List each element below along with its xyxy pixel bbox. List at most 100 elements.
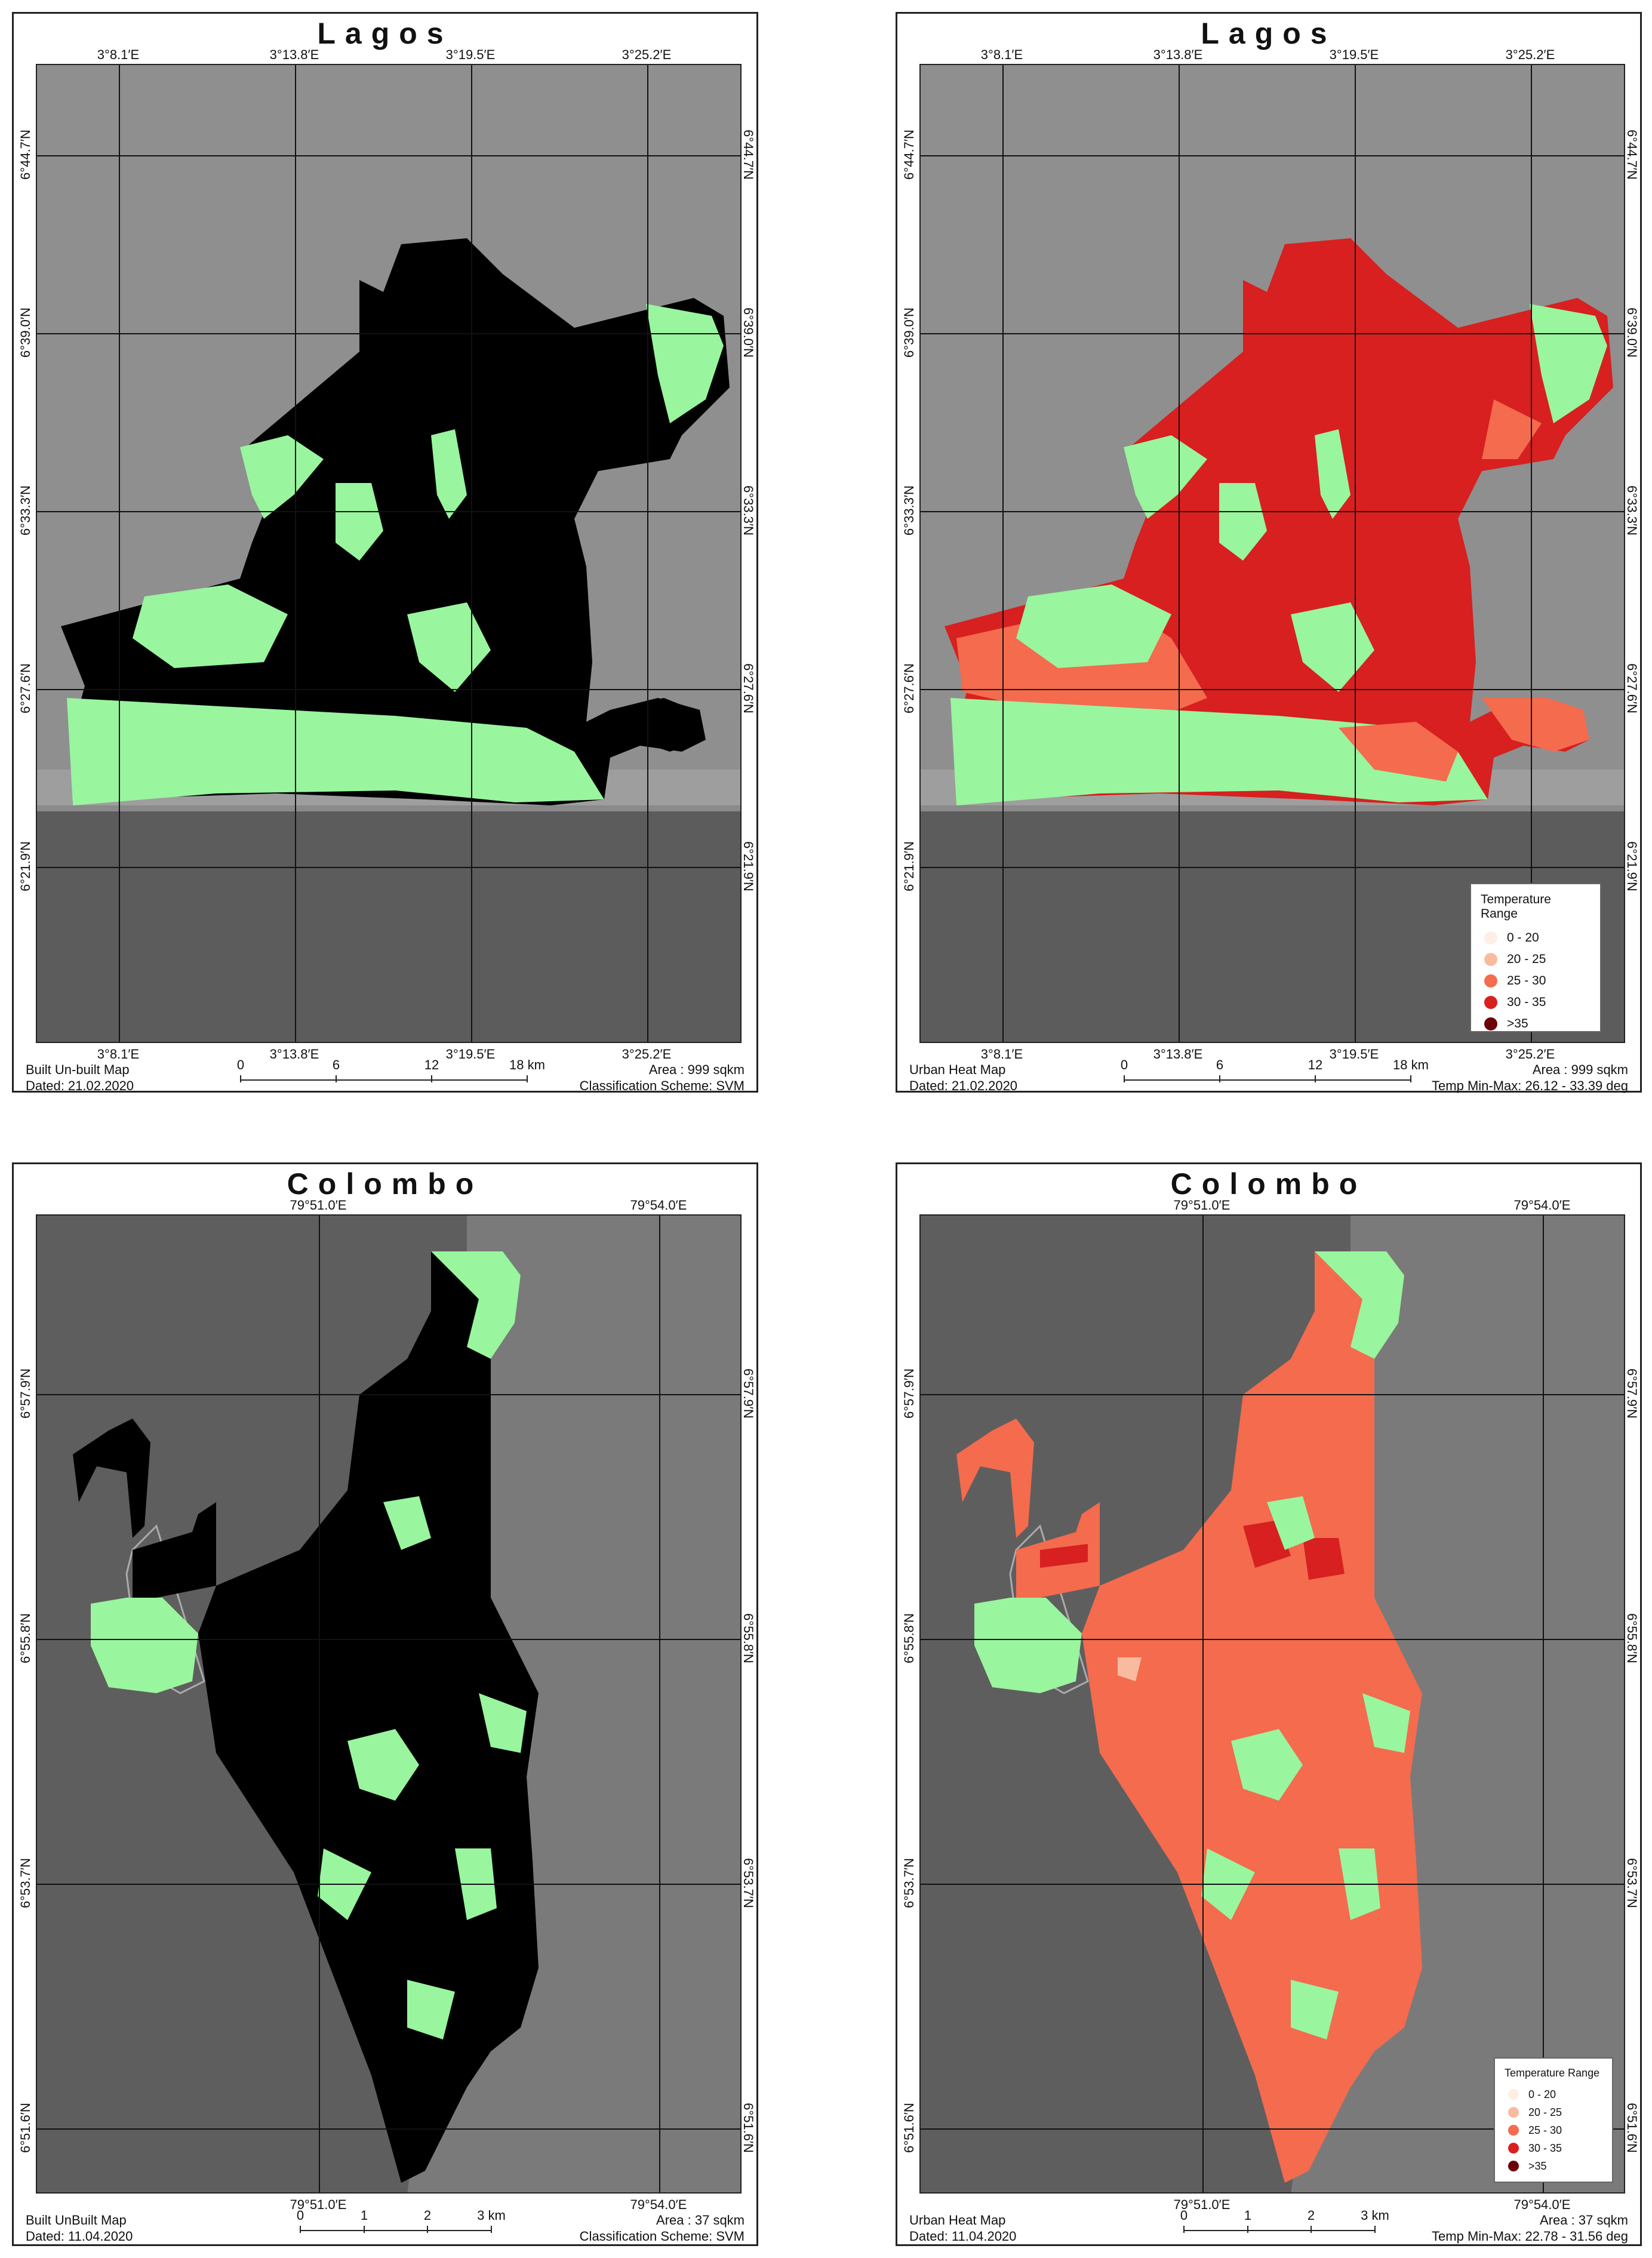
map-canvas[interactable]: Temperature Range 0 - 20 20 - 25 25 - 30… [919, 1214, 1625, 2194]
scale-tick-label: 1 [1244, 2208, 1252, 2223]
legend-item-label: 30 - 35 [1528, 2142, 1562, 2154]
lat-label: 6°51.6′N [902, 2103, 916, 2153]
graticule [37, 65, 740, 1042]
lat-label: 6°27.6′N [18, 663, 33, 713]
scale-tick-label: 18 km [509, 1057, 545, 1072]
map-title: Colombo [287, 1167, 484, 1201]
unbuilt-patch [407, 602, 491, 692]
map-title: Lagos [1201, 17, 1337, 50]
unbuilt-patch [1362, 1693, 1410, 1753]
scale-tick-label: 0 [296, 2208, 304, 2223]
unbuilt-patch [1315, 429, 1350, 519]
scale-tick-label: 2 [423, 2208, 432, 2223]
legend: Temperature Range 0 - 20 20 - 25 25 - 30… [1470, 883, 1601, 1032]
lon-label: 3°13.8′E [1153, 47, 1203, 62]
legend-item-label: 20 - 25 [1528, 2106, 1562, 2118]
lon-label: 3°13.8′E [1153, 1047, 1203, 1062]
lat-label: 6°57.9′N [902, 1368, 916, 1419]
legend-item: 20 - 25 [1505, 2103, 1602, 2121]
lat-label: 6°39.0′N [1625, 307, 1639, 358]
map-title: Lagos [317, 17, 453, 50]
lon-label: 3°13.8′E [269, 47, 319, 62]
lon-label: 3°19.5′E [1329, 47, 1379, 62]
legend-swatch [1484, 1017, 1497, 1030]
temp-range-label: Temp Min-Max: 22.78 - 31.56 deg [1432, 2229, 1628, 2244]
legend-item-label: >35 [1507, 1017, 1528, 1030]
lat-label: 6°57.9′N [1625, 1368, 1639, 1419]
unbuilt-patch [1291, 1980, 1339, 2039]
unbuilt-patch [133, 585, 288, 668]
map-canvas[interactable]: Temperature Range 0 - 20 20 - 25 25 - 30… [919, 64, 1625, 1043]
map-type-label: Built Un-built Map [26, 1062, 130, 1077]
port-built [133, 1502, 216, 1628]
built-up-area [198, 1251, 539, 2183]
legend-swatch [1508, 2107, 1519, 2118]
legend-item-label: 0 - 20 [1528, 2088, 1556, 2100]
unbuilt-patch [1016, 585, 1171, 668]
lat-label: 6°33.3′N [902, 485, 916, 536]
legend-swatch [1484, 953, 1497, 966]
map-canvas[interactable] [36, 1214, 742, 2194]
lat-label: 6°39.0′N [741, 307, 756, 358]
scale-bar: 0 6 12 18 km [229, 1057, 545, 1087]
lon-label: 3°19.5′E [1329, 1047, 1379, 1062]
built-up-area [610, 698, 706, 752]
lon-label: 79°51.0′E [1173, 1198, 1230, 1213]
scale-tick-label: 2 [1307, 2208, 1315, 2223]
scale-tick-label: 18 km [1393, 1057, 1429, 1072]
area-label: Area : 37 sqkm [656, 2213, 745, 2228]
lon-label: 79°54.0′E [1513, 1198, 1571, 1213]
unbuilt-patch [407, 1980, 455, 2039]
scale-tick-label: 0 [1180, 2208, 1188, 2223]
legend-swatch [1508, 2143, 1519, 2154]
map-type-label: Urban Heat Map [909, 1062, 1006, 1077]
lat-label: 6°55.8′N [18, 1613, 33, 1663]
legend-swatch [1484, 931, 1497, 945]
legend-item: >35 [1481, 1013, 1591, 1035]
heat-25-30-area [1339, 722, 1458, 782]
lat-label: 6°44.7′N [18, 130, 33, 180]
legend-item-label: >35 [1528, 2159, 1547, 2172]
lon-label: 3°19.5′E [445, 1047, 496, 1062]
lon-label: 79°51.0′E [290, 2197, 347, 2212]
unbuilt-patch [383, 1496, 431, 1550]
map-caption: Built UnBuilt Map Dated: 11.04.2020 [26, 2212, 133, 2244]
lat-label: 6°21.9′N [18, 841, 33, 891]
heat-25-30-area [1082, 1251, 1422, 2183]
legend-item: 20 - 25 [1481, 949, 1591, 970]
legend-swatch [1484, 974, 1497, 988]
lon-label: 3°8.1′E [980, 47, 1023, 62]
unbuilt-patch [479, 1693, 527, 1753]
scale-bar: 0 1 2 3 km [1172, 2208, 1389, 2238]
lat-label: 6°44.7′N [902, 130, 916, 180]
scale-tick-label: 12 [1308, 1057, 1323, 1072]
lat-label: 6°33.3′N [18, 485, 33, 536]
lat-label: 6°55.8′N [902, 1613, 916, 1663]
map-info: Area : 37 sqkm Temp Min-Max: 22.78 - 31.… [1432, 2212, 1628, 2244]
legend-title: Temperature Range [1505, 2067, 1600, 2079]
lat-label: 6°21.9′N [741, 841, 756, 891]
unbuilt-patch [431, 429, 467, 519]
scale-tick-label: 6 [332, 1057, 340, 1072]
unbuilt-patch [347, 1729, 419, 1801]
panel-lagos-builtup: Lagos 3°8.1′E 3°13.8′E 3°19.5′E 3°25.2′E… [12, 12, 758, 1093]
lat-label: 6°33.3′N [741, 485, 756, 536]
map-info: Area : 37 sqkm Classification Scheme: SV… [580, 2212, 745, 2244]
legend-item-label: 25 - 30 [1528, 2124, 1562, 2136]
legend: Temperature Range 0 - 20 20 - 25 25 - 30… [1494, 2057, 1613, 2183]
legend-item-label: 25 - 30 [1507, 974, 1546, 988]
legend-item: 0 - 20 [1481, 927, 1591, 949]
lat-label: 6°27.6′N [902, 663, 916, 713]
lon-label: 79°54.0′E [1513, 2197, 1571, 2212]
unbuilt-coastal-strip [1315, 1251, 1404, 1359]
heat-20-25-area [1118, 1657, 1142, 1681]
lat-label: 6°21.9′N [902, 841, 916, 891]
unbuilt-south-strip [67, 698, 604, 805]
legend-swatch [1508, 2161, 1519, 2171]
map-canvas[interactable] [36, 64, 742, 1043]
lon-label: 3°8.1′E [97, 47, 140, 62]
lat-label: 6°57.9′N [18, 1368, 33, 1419]
lat-label: 6°51.6′N [1625, 2103, 1639, 2153]
legend-item: 30 - 35 [1481, 992, 1591, 1013]
legend-item-label: 0 - 20 [1507, 931, 1539, 945]
